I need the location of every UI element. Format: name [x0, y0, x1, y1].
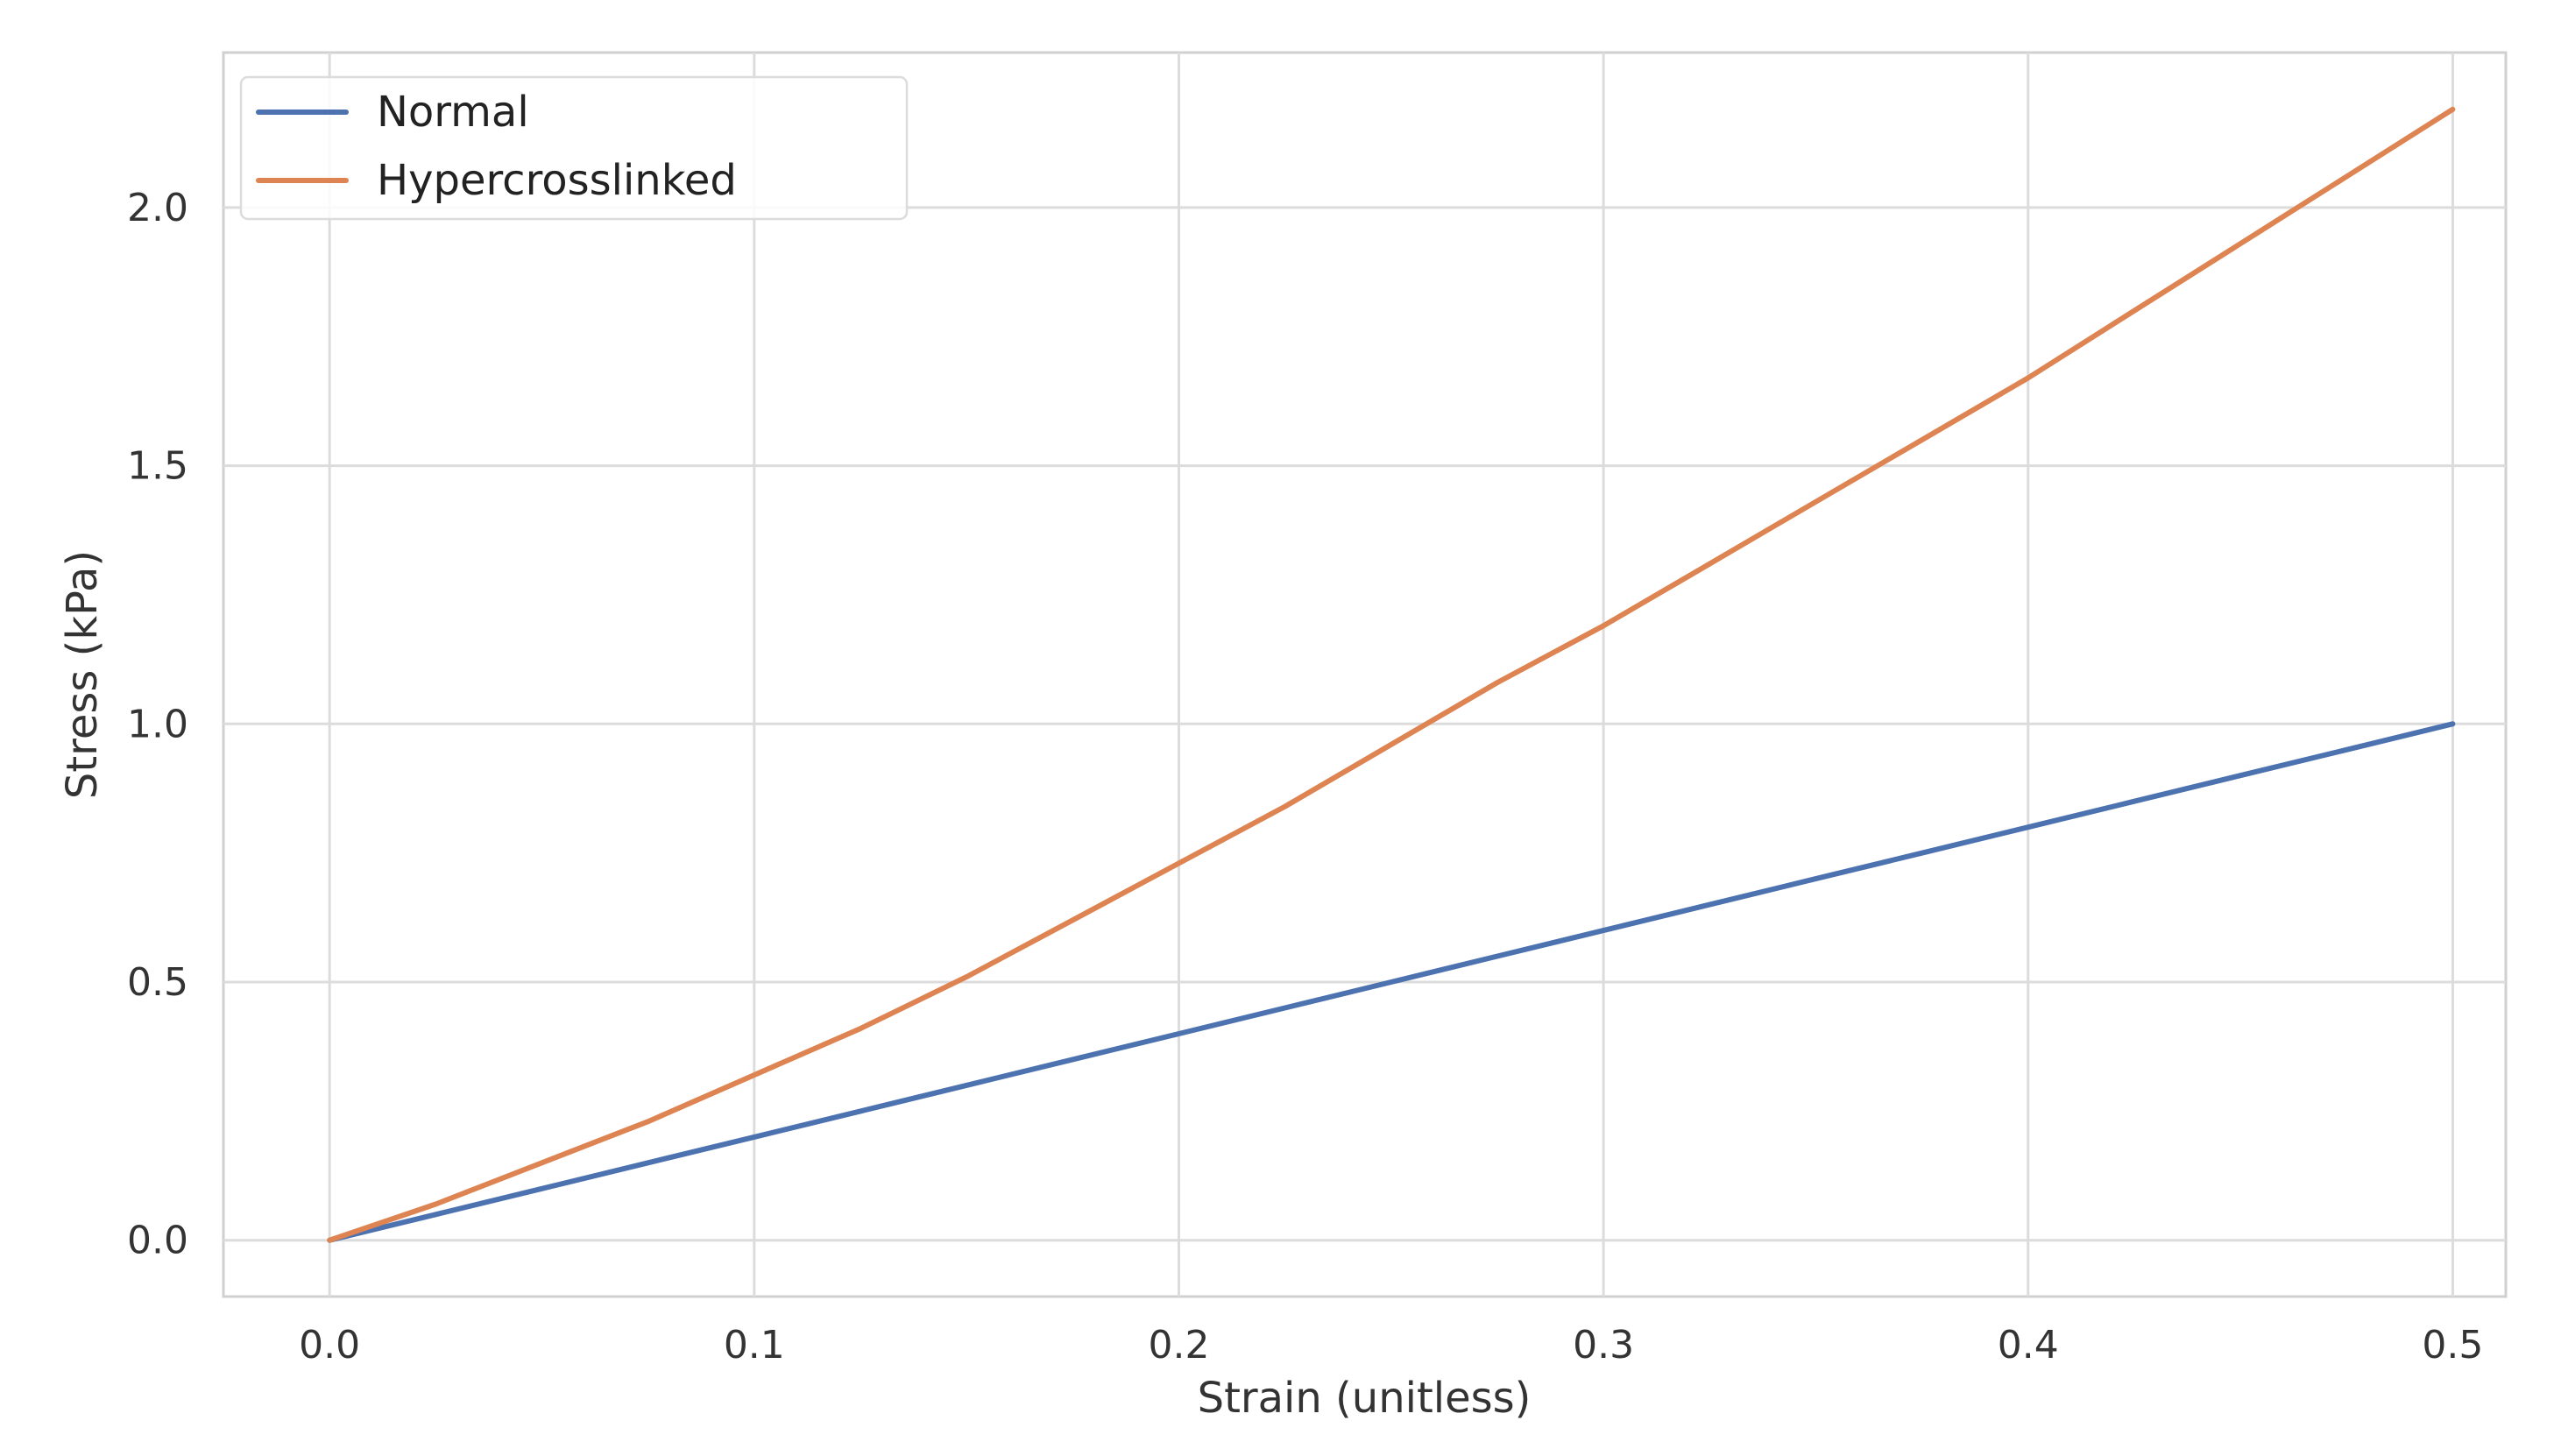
legend: Normal Hypercrosslinked — [239, 75, 909, 221]
x-tick-label: 0.4 — [1998, 1323, 2059, 1368]
series-line-hypercrosslinked — [327, 106, 2456, 1243]
legend-label-hypercrosslinked: Hypercrosslinked — [377, 156, 737, 205]
grid-lines — [223, 53, 2506, 1297]
legend-box — [239, 75, 909, 221]
y-tick-label: 1.0 — [127, 702, 188, 746]
x-tick-label: 0.0 — [299, 1323, 360, 1368]
y-axis-label: Stress (kPa) — [58, 550, 107, 799]
legend-label-normal: Normal — [377, 88, 529, 137]
y-tick-label: 1.5 — [127, 444, 188, 489]
y-tick-label: 2.0 — [127, 186, 188, 230]
x-tick-label: 0.5 — [2422, 1323, 2483, 1368]
tick-labels: 0.0 0.1 0.2 0.3 0.4 0.5 0.0 0.5 1.0 1.5 2.0 — [127, 186, 2483, 1368]
x-tick-label: 0.3 — [1573, 1323, 1634, 1368]
plot-area — [222, 51, 2508, 1298]
y-tick-label: 0.5 — [127, 960, 188, 1005]
series-lines — [327, 106, 2456, 1243]
x-tick-label: 0.1 — [724, 1323, 785, 1368]
series-line-normal — [327, 721, 2456, 1243]
x-axis-label: Strain (unitless) — [1198, 1374, 1532, 1423]
y-tick-label: 0.0 — [127, 1219, 188, 1263]
x-tick-label: 0.2 — [1148, 1323, 1209, 1368]
